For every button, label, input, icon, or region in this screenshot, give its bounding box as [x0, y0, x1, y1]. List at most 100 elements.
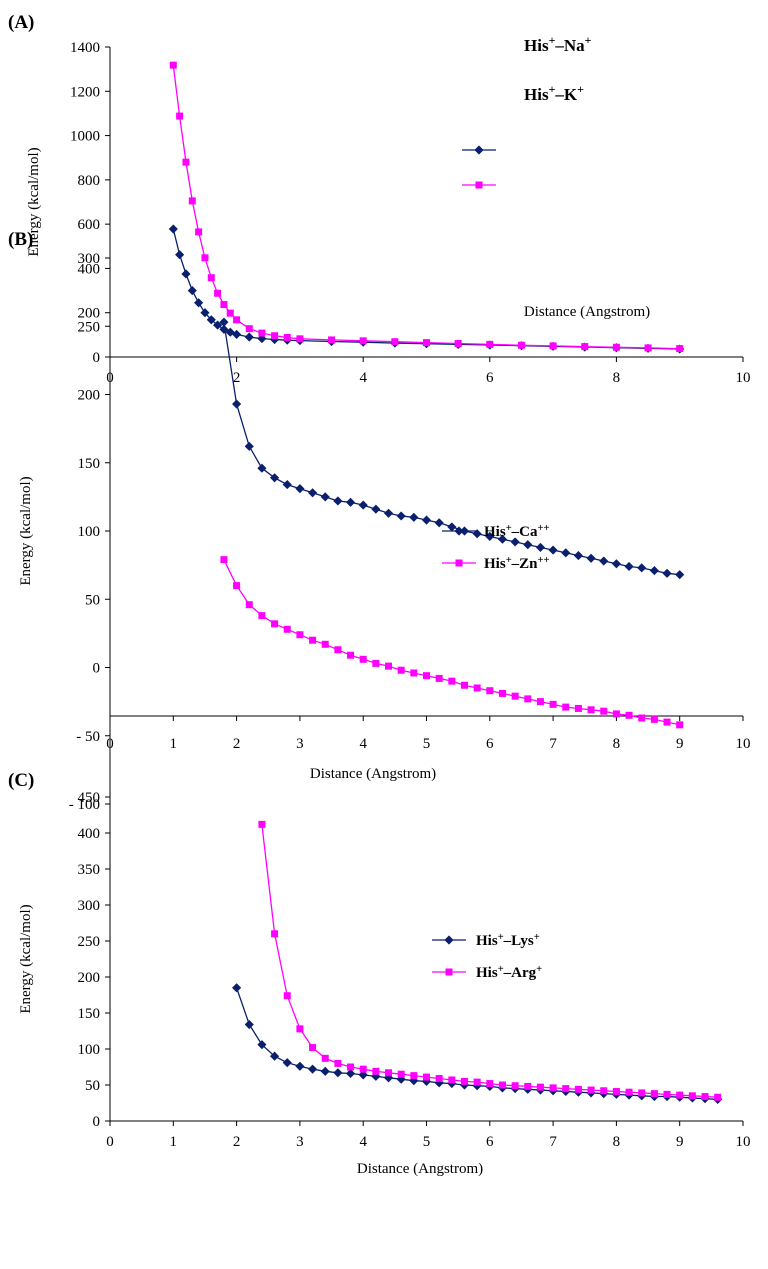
y-tick-label: 450 [78, 790, 101, 806]
data-point [586, 553, 596, 563]
x-tick-label: 8 [613, 370, 621, 386]
data-point [333, 496, 343, 506]
y-tick-label: 100 [78, 524, 101, 540]
data-point [472, 529, 482, 539]
data-point [448, 677, 456, 685]
x-tick-label: 0 [106, 736, 114, 752]
data-point [548, 545, 558, 555]
panel-label: (C) [8, 770, 34, 791]
data-point [245, 325, 253, 333]
data-point [638, 1089, 646, 1097]
data-point [662, 568, 672, 578]
legend-swatch-marker [444, 935, 454, 945]
data-point [675, 570, 685, 580]
panel-label: (A) [8, 12, 34, 33]
y-tick-label: 1000 [70, 129, 100, 145]
y-tick-label: 50 [85, 1078, 100, 1094]
data-point [447, 522, 457, 532]
data-point [195, 228, 203, 236]
data-point [454, 339, 462, 347]
data-point [233, 582, 241, 590]
data-point [385, 662, 393, 670]
data-point [649, 566, 659, 576]
data-point [676, 345, 684, 353]
x-tick-label: 3 [296, 736, 304, 752]
data-point [257, 334, 267, 344]
data-point [233, 316, 241, 324]
data-point [497, 534, 508, 544]
data-point [549, 700, 557, 708]
data-point [517, 341, 525, 349]
y-axis-label: Energy (kcal/mol) [18, 476, 34, 585]
data-point [486, 687, 494, 695]
x-tick-label: 6 [486, 736, 494, 752]
data-point [460, 1077, 468, 1085]
x-tick-label: 8 [613, 736, 621, 752]
data-point [573, 551, 583, 561]
x-tick-label: 7 [549, 736, 557, 752]
data-point [663, 1090, 671, 1098]
data-point [600, 707, 608, 715]
y-tick-label: 1200 [70, 84, 100, 100]
data-point [396, 511, 406, 521]
data-point [213, 320, 223, 330]
x-tick-label: 7 [549, 1134, 557, 1150]
x-tick-label: 1 [170, 1134, 178, 1150]
data-point [207, 274, 215, 282]
series-line [261, 824, 718, 1098]
y-tick-label: 400 [78, 261, 101, 277]
data-point [307, 488, 318, 498]
data-point [220, 301, 228, 309]
x-axis-label: Distance (Angstrom) [357, 1161, 483, 1177]
data-point [600, 1087, 608, 1095]
y-axis-label: Energy (kcal/mol) [18, 904, 34, 1013]
x-tick-label: 10 [736, 370, 751, 386]
data-point [244, 332, 254, 342]
x-tick-label: 4 [359, 736, 367, 752]
y-tick-label: 200 [78, 970, 101, 986]
data-point [523, 540, 533, 550]
x-tick-label: 1 [170, 736, 178, 752]
data-point [181, 269, 191, 279]
data-point [320, 492, 330, 502]
legend-entry: His+–Lys+ [476, 932, 540, 950]
y-tick-label: 0 [93, 661, 101, 677]
data-point [562, 703, 570, 711]
y-tick-label: 250 [78, 934, 101, 950]
data-point [587, 1086, 595, 1094]
data-point [214, 289, 222, 297]
data-point [169, 61, 177, 69]
x-tick-label: 10 [736, 736, 751, 752]
y-tick-label: 800 [78, 173, 101, 189]
panel-label: (B) [8, 229, 33, 250]
panel-c: (C) 0 50 100 150 200 250 300 350 400 450 0 1 2 3 4 5 6 7 8 9… [8, 770, 751, 1177]
data-point [295, 1061, 305, 1071]
x-tick-label: 6 [486, 370, 494, 386]
data-point [498, 1081, 506, 1089]
data-point [676, 721, 684, 729]
data-point [561, 548, 571, 558]
data-point [359, 655, 367, 663]
x-tick-label: 9 [676, 1134, 684, 1150]
data-point [258, 612, 266, 620]
data-point [244, 1019, 254, 1030]
data-point [473, 1078, 481, 1086]
data-point [549, 1084, 557, 1092]
data-point [320, 1066, 330, 1076]
data-point [271, 332, 279, 340]
data-point [372, 1067, 380, 1075]
data-point [676, 1091, 684, 1099]
data-point [511, 1082, 519, 1090]
x-axis-label: Distance (Angstrom) [310, 766, 436, 782]
data-point [309, 636, 317, 644]
legend-entry: His+–K+ [524, 82, 584, 104]
data-point [200, 308, 210, 318]
y-tick-label: 400 [78, 826, 101, 842]
data-point [282, 480, 292, 490]
data-point [637, 563, 647, 573]
x-tick-label: 5 [423, 1134, 431, 1150]
data-point [188, 197, 196, 205]
data-point [257, 1040, 267, 1050]
y-tick-label: 150 [78, 1006, 101, 1022]
